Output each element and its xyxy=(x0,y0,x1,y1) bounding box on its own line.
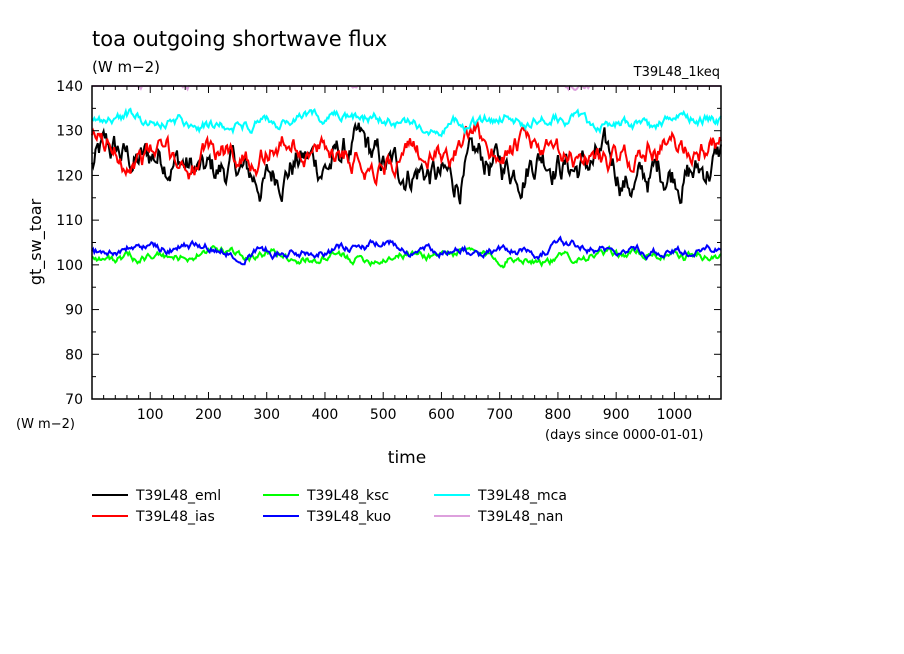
x-tick-label: 200 xyxy=(195,407,222,423)
chart-title: toa outgoing shortwave flux xyxy=(92,27,387,51)
y-tick-label: 120 xyxy=(56,168,83,184)
legend-label-T39L48_nan: T39L48_nan xyxy=(477,509,563,525)
y-tick-label: 80 xyxy=(65,347,83,363)
legend: T39L48_eml T39L48_ias T39L48_ksc T39L48_kuo… xyxy=(92,488,567,525)
x-tick-label: 800 xyxy=(545,407,572,423)
run-label: T39L48_1keq xyxy=(633,65,720,80)
x-tick-label: 100 xyxy=(137,407,164,423)
series-line-T39L48_kuo xyxy=(91,235,722,266)
x-tick-label: 600 xyxy=(428,407,455,423)
series-line-T39L48_ksc xyxy=(91,244,722,269)
y-tick-label: 90 xyxy=(65,303,83,319)
legend-label-T39L48_ksc: T39L48_ksc xyxy=(306,488,389,504)
legend-label-T39L48_mca: T39L48_mca xyxy=(477,488,567,504)
series-line-T39L48_eml xyxy=(91,121,722,205)
series-line-T39L48_mca xyxy=(91,107,722,138)
y-axis-unit: (W m−2) xyxy=(16,417,75,432)
series-line-T39L48_ias xyxy=(91,119,722,187)
x-tick-label: 500 xyxy=(370,407,397,423)
y-tick-label: 70 xyxy=(65,392,83,408)
legend-label-T39L48_kuo: T39L48_kuo xyxy=(306,509,391,525)
plot-series xyxy=(91,85,722,269)
y-axis-label: gt_sw_toar xyxy=(26,198,46,285)
y-tick-label: 100 xyxy=(56,258,83,274)
x-tick-label: 900 xyxy=(603,407,630,423)
axes: 70 80 90 100 110 120 130 140 100 200 300 400 500 600 7… xyxy=(56,79,722,423)
y-tick-label: 110 xyxy=(56,213,83,229)
x-tick-label: 400 xyxy=(312,407,339,423)
x-axis-label: time xyxy=(388,448,426,468)
chart-subtitle: (W m−2) xyxy=(92,58,160,76)
x-tick-label: 300 xyxy=(253,407,280,423)
legend-label-T39L48_ias: T39L48_ias xyxy=(135,509,215,525)
x-tick-label: 700 xyxy=(486,407,513,423)
y-tick-label: 130 xyxy=(56,124,83,140)
legend-label-T39L48_eml: T39L48_eml xyxy=(135,488,221,504)
y-tick-label: 140 xyxy=(56,79,83,95)
plot-frame xyxy=(91,85,722,400)
x-tick-label: 1000 xyxy=(657,407,693,423)
x-axis-unit: (days since 0000-01-01) xyxy=(545,428,703,443)
